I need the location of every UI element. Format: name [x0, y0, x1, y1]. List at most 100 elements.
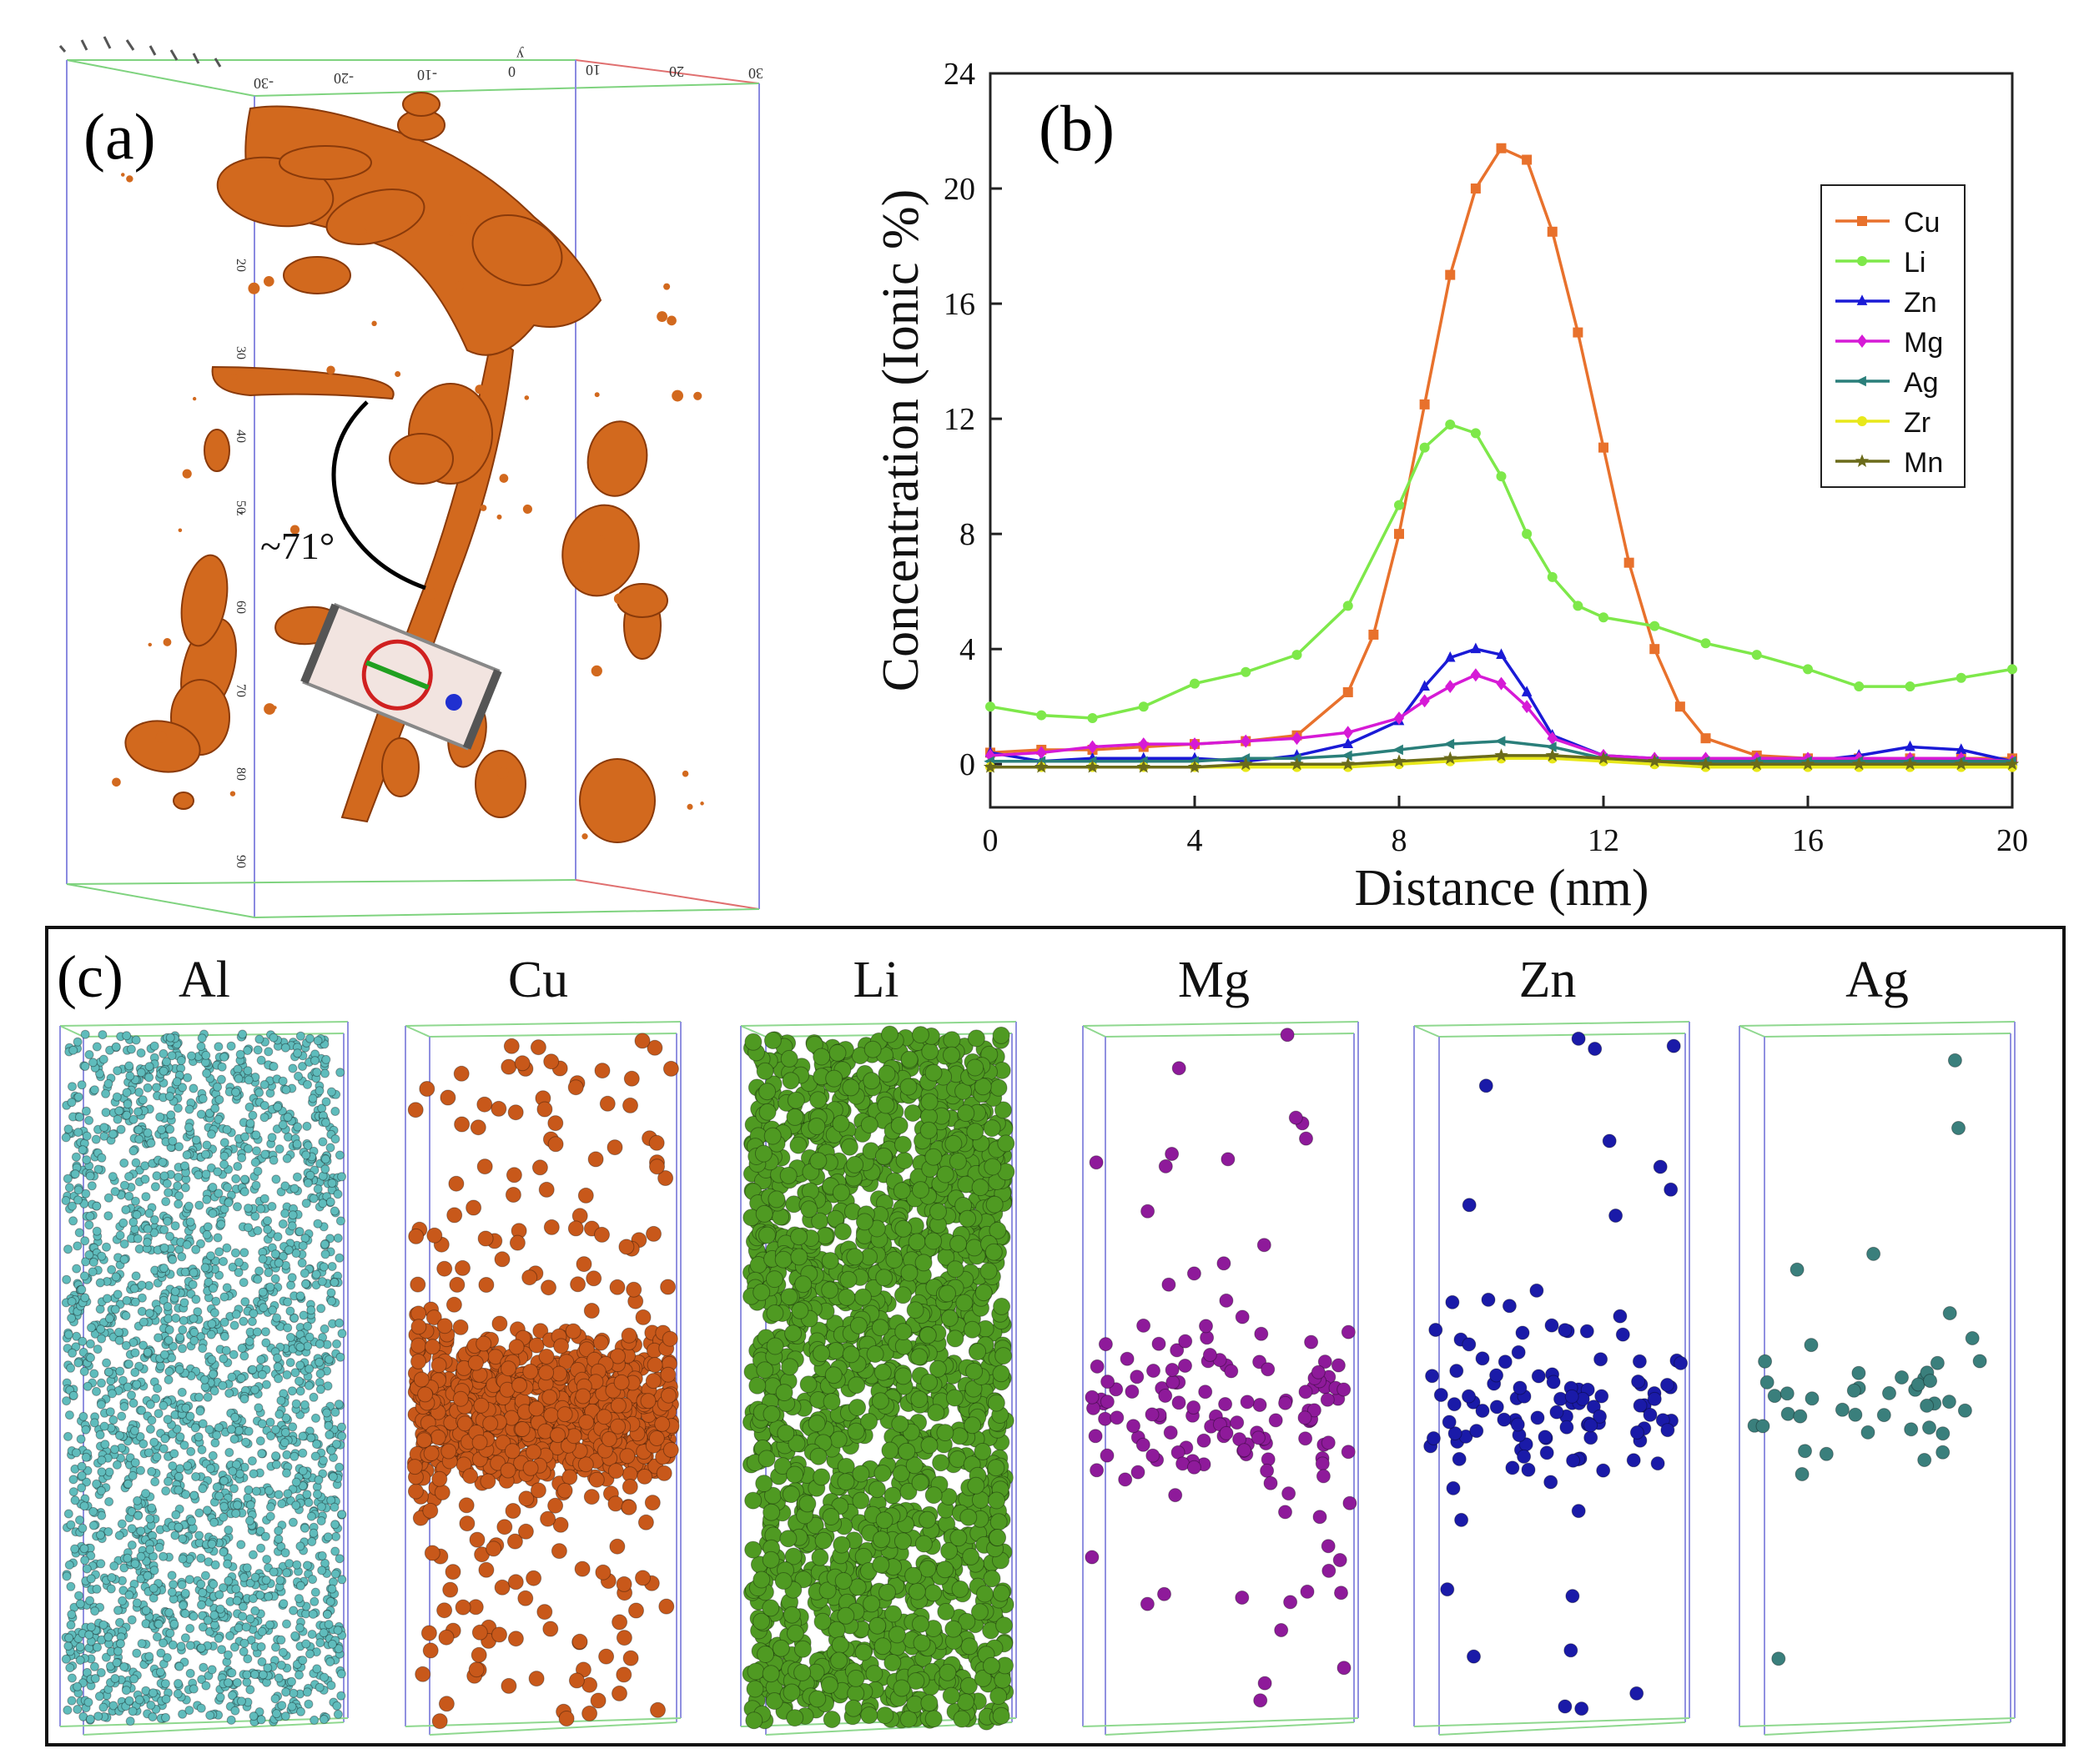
- atom: [144, 1309, 154, 1318]
- atoms: [61, 1029, 347, 1726]
- atom: [231, 1309, 241, 1319]
- atom: [88, 1506, 98, 1516]
- data-point: [1596, 751, 1611, 765]
- data-point: [1291, 731, 1302, 746]
- atom: [160, 1679, 170, 1689]
- atom: [144, 1651, 154, 1661]
- atom: [124, 1061, 134, 1071]
- atom: [201, 1050, 211, 1060]
- atom: [310, 1587, 320, 1597]
- atoms: [406, 1033, 680, 1730]
- atom: [528, 1671, 545, 1687]
- data-point: [1494, 748, 1508, 761]
- atom: [312, 1664, 322, 1674]
- atom: [302, 1121, 312, 1131]
- atom: [79, 1366, 89, 1376]
- atom: [239, 1572, 249, 1582]
- atom: [337, 1172, 346, 1182]
- isosurface-fragment: [248, 282, 260, 294]
- atom: [231, 1088, 240, 1097]
- atom: [164, 1188, 174, 1198]
- atom: [130, 1425, 139, 1435]
- isosurface-blob: [617, 583, 668, 618]
- atom: [330, 1278, 340, 1287]
- atom: [130, 1196, 140, 1206]
- atom: [61, 1133, 71, 1143]
- data-point: [1700, 638, 1711, 649]
- atom: [622, 1479, 638, 1495]
- atom: [121, 1205, 131, 1214]
- isosurface-fragment: [273, 706, 277, 710]
- atom: [80, 1293, 90, 1303]
- atom: [590, 1692, 607, 1709]
- atom: [198, 1484, 208, 1494]
- data-point: [1956, 672, 1966, 683]
- data-point: [1700, 733, 1711, 744]
- atom: [88, 1520, 98, 1530]
- atom: [536, 1604, 553, 1621]
- atom: [438, 1696, 455, 1712]
- atom: [97, 1467, 107, 1477]
- atom: [183, 1461, 193, 1471]
- atom: [65, 1663, 75, 1673]
- axis-tick-label: 30: [234, 346, 248, 359]
- atom: [306, 1511, 316, 1521]
- atom: [214, 1633, 224, 1643]
- atom: [152, 1171, 162, 1181]
- atom: [202, 1229, 212, 1239]
- atom: [645, 1373, 662, 1390]
- atom: [197, 1445, 207, 1455]
- atom: [335, 1068, 345, 1078]
- atom: [286, 1280, 296, 1290]
- atom: [177, 1387, 187, 1397]
- atom: [128, 1114, 138, 1124]
- atom: [637, 1514, 654, 1530]
- atom: [330, 1502, 340, 1512]
- atom: [269, 1155, 279, 1165]
- atom: [165, 1033, 175, 1043]
- atom: [285, 1333, 295, 1342]
- atom: [213, 1082, 223, 1092]
- atom: [170, 1221, 180, 1231]
- atom: [290, 1368, 300, 1378]
- atom: [89, 1369, 99, 1379]
- data-point: [1138, 737, 1149, 751]
- atom: [104, 1467, 114, 1477]
- data-point: [1368, 629, 1379, 640]
- atom: [556, 1406, 573, 1423]
- atom: [305, 1332, 315, 1342]
- atom: [315, 1385, 325, 1395]
- atom: [303, 1178, 313, 1188]
- atom: [467, 1354, 484, 1371]
- atom: [480, 1473, 496, 1490]
- atom: [98, 1620, 108, 1630]
- atom: [229, 1349, 239, 1359]
- atom: [63, 1705, 73, 1715]
- atom: [315, 1682, 325, 1692]
- atom: [265, 1417, 275, 1427]
- atom: [501, 1058, 517, 1075]
- atom: [130, 1458, 140, 1468]
- bounding-box: [66, 59, 760, 918]
- atom: [150, 1182, 160, 1192]
- atom: [207, 1129, 216, 1139]
- isosurface-fragment: [263, 275, 274, 287]
- atom: [420, 1625, 437, 1641]
- isosurface-fragment: [497, 767, 509, 780]
- atom: [646, 1225, 662, 1242]
- atom: [289, 1451, 300, 1461]
- atom: [244, 1075, 254, 1085]
- atom: [209, 1386, 219, 1396]
- atom: [408, 1228, 425, 1244]
- atom: [99, 1123, 109, 1133]
- atom: [946, 1329, 964, 1348]
- atom: [333, 1709, 343, 1719]
- atom: [594, 1063, 611, 1079]
- atom: [305, 1033, 315, 1043]
- atom: [170, 1287, 180, 1296]
- atom: [112, 1092, 122, 1102]
- atom: [219, 1476, 229, 1485]
- angle-arc: [331, 400, 426, 591]
- atom: [177, 1580, 187, 1590]
- atom: [509, 1234, 526, 1251]
